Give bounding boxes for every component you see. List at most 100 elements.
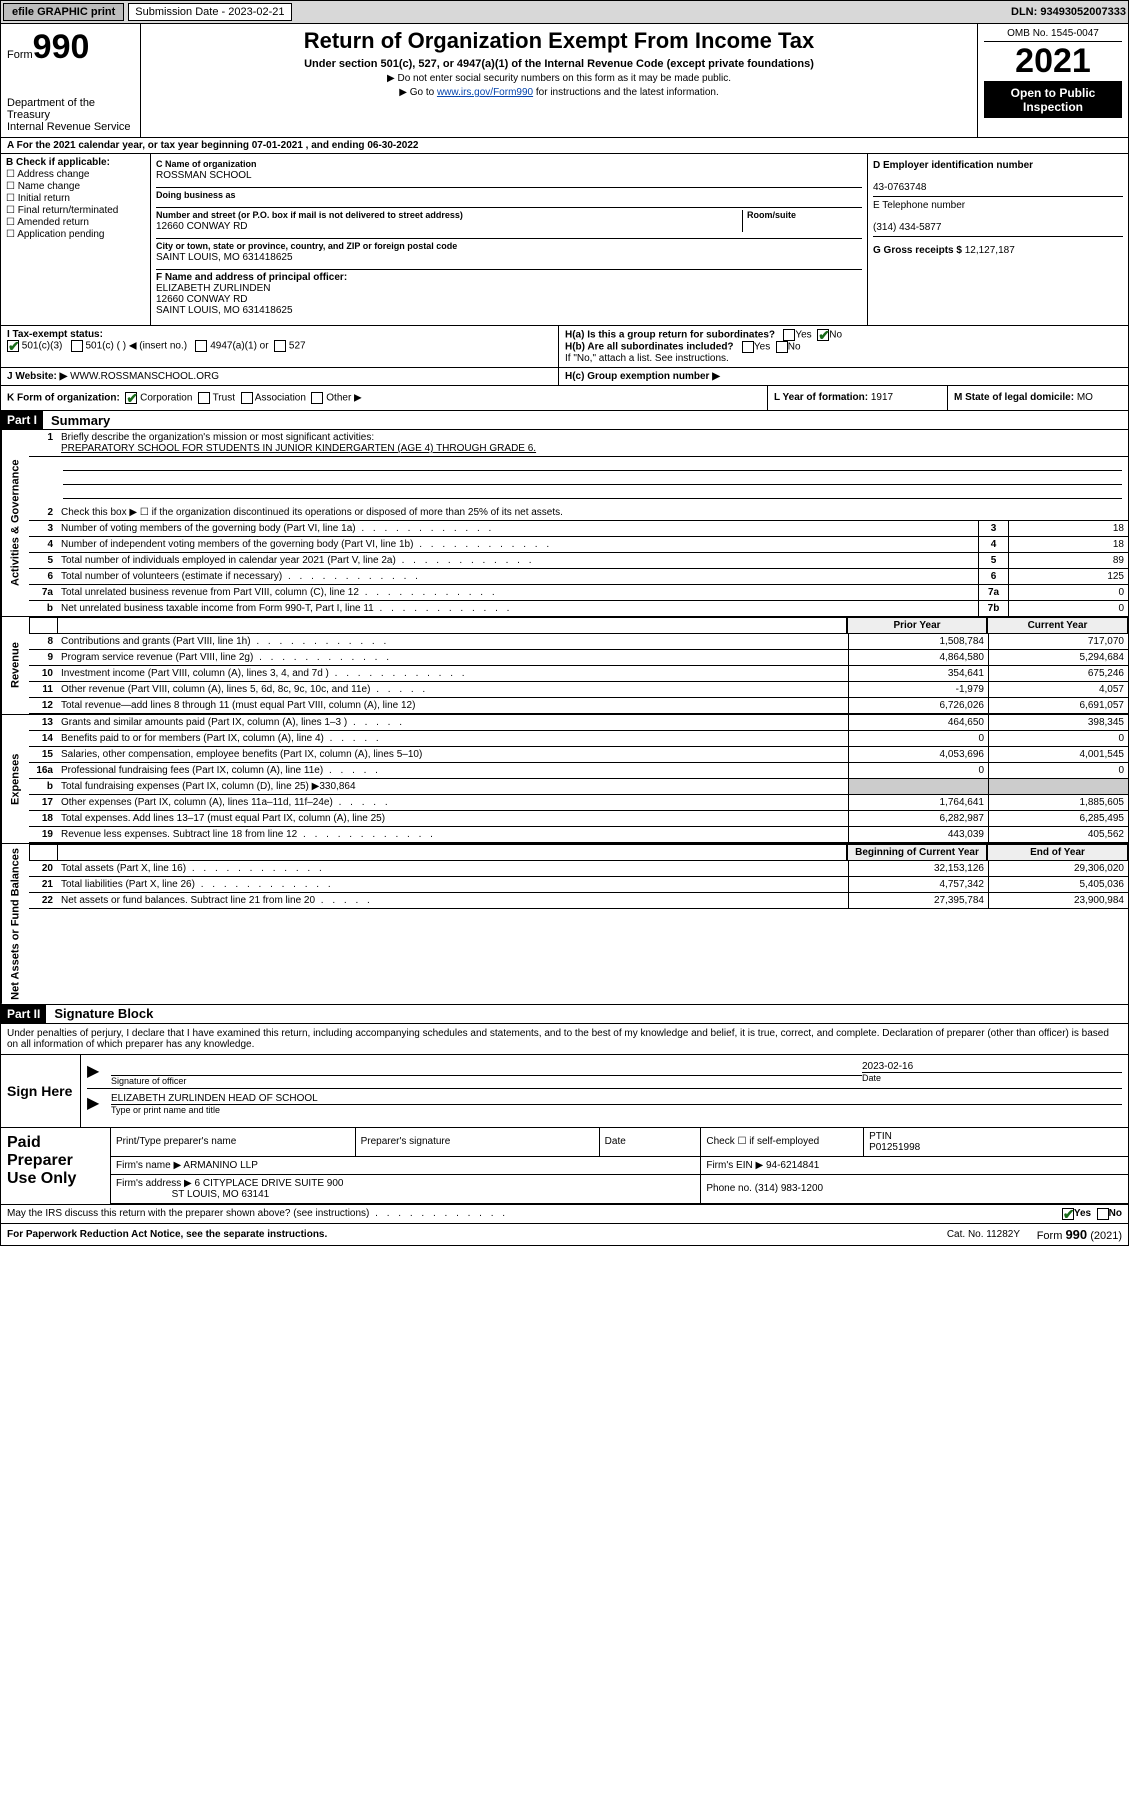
line15-py: 4,053,696 <box>848 747 988 762</box>
irs-link[interactable]: www.irs.gov/Form990 <box>437 87 533 98</box>
sign-here-block: Sign Here ▶ Signature of officer 2023-02… <box>0 1055 1129 1128</box>
part-i-badge: Part I <box>1 411 43 429</box>
cb-corporation[interactable] <box>125 392 137 404</box>
line6-box: 6 <box>978 569 1008 584</box>
line4-num: 4 <box>29 537 57 552</box>
part-ii-badge: Part II <box>1 1005 46 1023</box>
firm-addr1: 6 CITYPLACE DRIVE SUITE 900 <box>195 1178 344 1189</box>
discuss-yes[interactable] <box>1062 1208 1074 1220</box>
phone: (314) 434-5877 <box>873 222 941 233</box>
line16b-py-shade <box>848 779 988 794</box>
line7a-val: 0 <box>1008 585 1128 600</box>
prep-phone-label: Phone no. <box>706 1183 752 1194</box>
form-title: Return of Organization Exempt From Incom… <box>147 28 971 54</box>
line7b-box: 7b <box>978 601 1008 616</box>
cb-association[interactable] <box>241 392 253 404</box>
k-label: K Form of organization: <box>7 393 120 404</box>
line19-desc: Revenue less expenses. Subtract line 18 … <box>57 827 848 842</box>
cb-501c[interactable] <box>71 340 83 352</box>
cb-4947a1[interactable] <box>195 340 207 352</box>
cat-no: Cat. No. 11282Y <box>947 1229 1020 1240</box>
city-label: City or town, state or province, country… <box>156 241 457 251</box>
line10-cy: 675,246 <box>988 666 1128 681</box>
cb-address-change[interactable]: ☐ Address change <box>6 169 145 180</box>
line12-py: 6,726,026 <box>848 698 988 713</box>
activities-governance-section: Activities & Governance 1 Briefly descri… <box>0 430 1129 617</box>
gross-label: G Gross receipts $ <box>873 245 962 256</box>
cb-trust[interactable] <box>198 392 210 404</box>
cb-name-change[interactable]: ☐ Name change <box>6 181 145 192</box>
line16b-desc: Total fundraising expenses (Part IX, col… <box>57 779 848 794</box>
org-name-label: C Name of organization <box>156 159 257 169</box>
vlabel-netassets: Net Assets or Fund Balances <box>1 844 29 1004</box>
col-d: D Employer identification number 43-0763… <box>868 154 1128 325</box>
line22-num: 22 <box>29 893 57 908</box>
line15-cy: 4,001,545 <box>988 747 1128 762</box>
paid-preparer-block: Paid Preparer Use Only Print/Type prepar… <box>0 1128 1129 1205</box>
prep-check-hdr: Check ☐ if self-employed <box>706 1136 819 1147</box>
hdr-bcy: Beginning of Current Year <box>847 845 987 860</box>
vlabel-expenses: Expenses <box>1 715 29 843</box>
line5-val: 89 <box>1008 553 1128 568</box>
row-l: L Year of formation: 1917 <box>768 386 948 410</box>
col-b: B Check if applicable: ☐ Address change … <box>1 154 151 325</box>
line12-num: 12 <box>29 698 57 713</box>
line3-num: 3 <box>29 521 57 536</box>
officer-label: F Name and address of principal officer: <box>156 272 347 283</box>
hb-yes[interactable] <box>742 341 754 353</box>
prep-date-hdr: Date <box>605 1136 626 1147</box>
line16b-cy-shade <box>988 779 1128 794</box>
open-public-badge: Open to Public Inspection <box>984 82 1122 118</box>
row-klm: K Form of organization: Corporation Trus… <box>0 386 1129 411</box>
efile-print-button[interactable]: efile GRAPHIC print <box>3 3 124 21</box>
line4-box: 4 <box>978 537 1008 552</box>
main-info: B Check if applicable: ☐ Address change … <box>0 154 1129 326</box>
goto-post: for instructions and the latest informat… <box>533 87 719 98</box>
line16b-val: 330,864 <box>319 781 355 792</box>
hdr-prior-year: Prior Year <box>847 618 987 633</box>
footer-discuss: May the IRS discuss this return with the… <box>0 1205 1129 1224</box>
dba-label: Doing business as <box>156 190 236 200</box>
line11-py: -1,979 <box>848 682 988 697</box>
hc-label: H(c) Group exemption number ▶ <box>565 371 720 382</box>
mission-text: PREPARATORY SCHOOL FOR STUDENTS IN JUNIO… <box>61 443 536 454</box>
line11-desc: Other revenue (Part VIII, column (A), li… <box>57 682 848 697</box>
line11-num: 11 <box>29 682 57 697</box>
line9-cy: 5,294,684 <box>988 650 1128 665</box>
cb-other[interactable] <box>311 392 323 404</box>
cb-application-pending[interactable]: ☐ Application pending <box>6 229 145 240</box>
line18-num: 18 <box>29 811 57 826</box>
street-address: 12660 CONWAY RD <box>156 221 248 232</box>
part-i-title: Summary <box>43 413 110 428</box>
goto-pre: ▶ Go to <box>399 87 437 98</box>
line5-box: 5 <box>978 553 1008 568</box>
arrow-icon: ▶ <box>87 1061 111 1086</box>
tax-year: 2021 <box>984 42 1122 82</box>
paid-preparer-label: Paid Preparer Use Only <box>1 1128 111 1204</box>
cb-501c3[interactable] <box>7 340 19 352</box>
line7a-box: 7a <box>978 585 1008 600</box>
gross-receipts: 12,127,187 <box>965 245 1015 256</box>
ha-no[interactable] <box>817 329 829 341</box>
line16a-desc: Professional fundraising fees (Part IX, … <box>57 763 848 778</box>
date-label: Date <box>862 1072 1122 1083</box>
firm-addr2: ST LOUIS, MO 63141 <box>172 1189 270 1200</box>
part-ii-title: Signature Block <box>46 1006 153 1021</box>
cb-amended-return[interactable]: ☐ Amended return <box>6 217 145 228</box>
cb-initial-return[interactable]: ☐ Initial return <box>6 193 145 204</box>
signer-name-label: Type or print name and title <box>111 1104 1122 1115</box>
line14-py: 0 <box>848 731 988 746</box>
officer-addr2: SAINT LOUIS, MO 631418625 <box>156 305 293 316</box>
addr-label: Number and street (or P.O. box if mail i… <box>156 210 463 220</box>
hb-no[interactable] <box>776 341 788 353</box>
ptin: P01251998 <box>869 1142 920 1153</box>
cb-527[interactable] <box>274 340 286 352</box>
line1: Briefly describe the organization's miss… <box>57 430 1128 456</box>
col-b-title: B Check if applicable: <box>6 157 110 168</box>
ha-yes[interactable] <box>783 329 795 341</box>
signature-date: 2023-02-16 <box>862 1061 1122 1072</box>
preparer-table: Print/Type preparer's name Preparer's si… <box>111 1128 1128 1204</box>
cb-final-return[interactable]: ☐ Final return/terminated <box>6 205 145 216</box>
firm-name: ARMANINO LLP <box>183 1160 257 1171</box>
discuss-no[interactable] <box>1097 1208 1109 1220</box>
